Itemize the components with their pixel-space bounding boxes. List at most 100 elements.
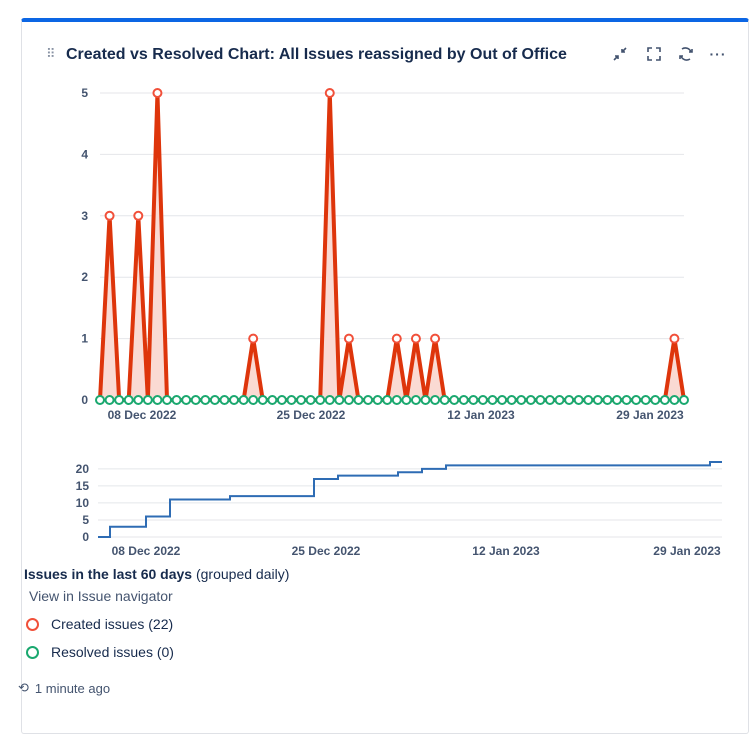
resolved-point (334, 395, 345, 405)
fullscreen-icon[interactable] (642, 42, 666, 66)
resolved-point (449, 395, 460, 405)
resolved-point (305, 395, 316, 405)
resolved-point (219, 395, 230, 405)
gadget-footer: ⟲ 1 minute ago (18, 680, 110, 696)
resolved-point (439, 395, 450, 405)
resolved-point (363, 395, 374, 405)
resolved-point (324, 395, 335, 405)
resolved-point (209, 395, 220, 405)
resolved-point (238, 395, 249, 405)
gadget-header: ⠿ Created vs Resolved Chart: All Issues … (22, 22, 748, 88)
x-tick-label: 08 Dec 2022 (108, 408, 177, 422)
resolved-point (123, 395, 134, 405)
resolved-point (669, 395, 680, 405)
last-updated: 1 minute ago (34, 680, 111, 696)
created-point (324, 88, 335, 98)
legend: Issues in the last 60 days (grouped dail… (24, 566, 289, 660)
x-tick-label: 12 Jan 2023 (447, 408, 515, 422)
y-tick-label: 15 (76, 479, 90, 493)
resolved-point (95, 395, 105, 405)
resolved-point (104, 395, 115, 405)
more-icon[interactable]: ··· (709, 46, 727, 62)
created-point (104, 210, 115, 221)
resolved-point (401, 395, 412, 405)
y-tick-label: 5 (82, 513, 89, 527)
y-tick-label: 3 (81, 209, 88, 223)
resolved-point (152, 395, 163, 405)
created-vs-resolved-chart: 0 1 2 3 4 5 08 Dec 2022 25 Dec 2022 12 Jan 2023 2… (81, 86, 689, 422)
refresh-icon[interactable] (674, 42, 698, 66)
resolved-point (506, 395, 517, 405)
y-tick-label: 0 (82, 530, 89, 544)
x-tick-label: 29 Jan 2023 (653, 544, 721, 558)
y-tick-label: 20 (76, 462, 90, 476)
x-tick-label: 25 Dec 2022 (277, 408, 346, 422)
resolved-point (497, 395, 508, 405)
resolved-point (602, 395, 613, 405)
resolved-point (659, 395, 670, 405)
created-point (343, 333, 354, 344)
resolved-point (229, 395, 240, 405)
resolved-point (190, 395, 201, 405)
resolved-point (171, 395, 182, 405)
created-marker-icon (26, 617, 39, 631)
resolved-point (267, 395, 278, 405)
legend-title: Issues in the last 60 days (24, 566, 193, 582)
created-point (133, 210, 144, 221)
refresh-small-icon[interactable]: ⟲ (18, 680, 29, 695)
minimize-icon[interactable] (608, 42, 632, 66)
resolved-point (142, 395, 153, 405)
created-point (410, 333, 421, 344)
x-tick-label: 12 Jan 2023 (472, 544, 540, 558)
resolved-point (372, 395, 383, 405)
resolved-point (391, 395, 402, 405)
created-area (100, 93, 684, 400)
x-tick-label: 25 Dec 2022 (292, 544, 361, 558)
resolved-point (554, 395, 565, 405)
resolved-point (420, 395, 431, 405)
y-tick-label: 5 (81, 86, 88, 100)
cumulative-line (98, 461, 722, 538)
legend-label-resolved: Resolved issues (0) (51, 644, 174, 660)
y-tick-label: 1 (81, 332, 88, 346)
resolved-point (487, 395, 498, 405)
legend-label-created: Created issues (22) (51, 616, 174, 632)
legend-title-row: Issues in the last 60 days (grouped dail… (24, 566, 289, 582)
resolved-point (592, 395, 603, 405)
resolved-point (679, 395, 689, 405)
drag-handle-icon[interactable]: ⠿ (46, 46, 55, 61)
resolved-point (535, 395, 546, 405)
created-line (98, 92, 686, 402)
issue-navigator-link[interactable]: View in Issue navigator (29, 588, 173, 604)
resolved-point (162, 395, 173, 405)
resolved-point (257, 395, 268, 405)
resolved-point (516, 395, 527, 405)
resolved-point (544, 395, 555, 405)
resolved-point (133, 395, 144, 405)
resolved-point (583, 395, 594, 405)
resolved-point (631, 395, 642, 405)
resolved-point (458, 395, 469, 405)
resolved-point (640, 395, 651, 405)
y-tick-label: 10 (76, 496, 90, 510)
legend-item-resolved: Resolved issues (0) (24, 644, 289, 660)
resolved-point (286, 395, 297, 405)
created-point (430, 333, 441, 344)
resolved-marker-icon (26, 645, 39, 659)
x-tick-label: 29 Jan 2023 (616, 408, 684, 422)
resolved-point (276, 395, 287, 405)
y-tick-label: 4 (81, 147, 88, 161)
created-point (669, 333, 680, 344)
legend-item-created: Created issues (22) (24, 616, 289, 632)
resolved-point (564, 395, 575, 405)
resolved-point (114, 395, 125, 405)
resolved-point (181, 395, 192, 405)
resolved-point (525, 395, 536, 405)
resolved-point (468, 395, 479, 405)
created-point (248, 333, 259, 344)
resolved-point (343, 395, 354, 405)
created-point (391, 333, 402, 344)
resolved-point (315, 395, 326, 405)
x-tick-label: 08 Dec 2022 (112, 544, 181, 558)
resolved-point (353, 395, 364, 405)
